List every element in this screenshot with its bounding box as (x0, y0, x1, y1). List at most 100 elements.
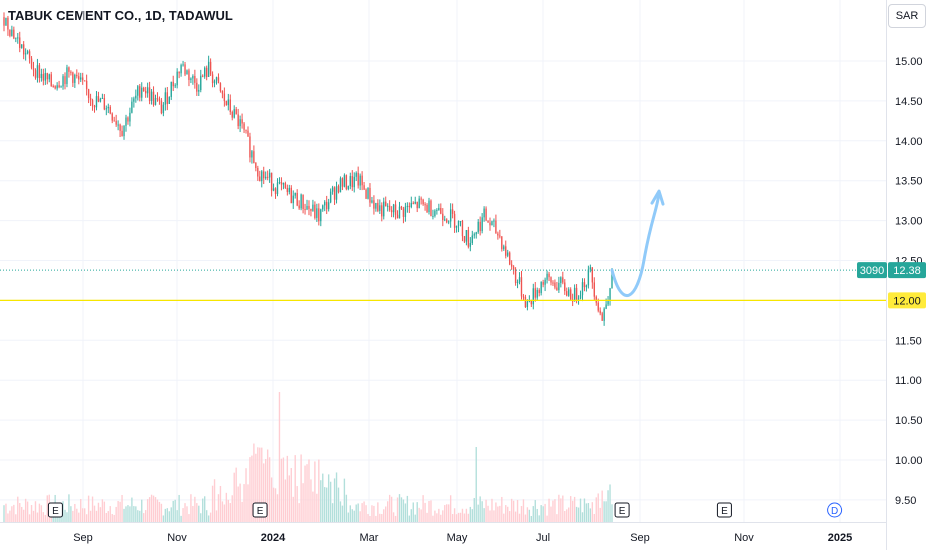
candle-body (172, 81, 174, 87)
x-tick-label: Nov (734, 532, 754, 544)
volume-bar (601, 490, 603, 522)
candle-body (595, 296, 597, 303)
volume-bar (453, 508, 456, 522)
volume-bar (483, 508, 485, 522)
candle-body (501, 236, 503, 250)
dividend-marker-icon[interactable]: D (827, 502, 843, 518)
candle-body (158, 99, 161, 101)
volume-bar (375, 515, 377, 522)
candle-body (591, 267, 594, 283)
volume-bar (219, 485, 222, 522)
x-tick-label: 2024 (261, 532, 286, 544)
candle-body (9, 29, 11, 36)
candle-body (300, 194, 302, 209)
volume-bar (184, 503, 186, 522)
x-tick-label: Sep (73, 532, 93, 544)
volume-bar (207, 515, 210, 522)
candle-body (377, 202, 379, 211)
volume-bar (446, 504, 448, 522)
currency-selector-button[interactable]: SAR (888, 4, 926, 28)
candle-body (558, 282, 560, 291)
candle-body (44, 73, 47, 81)
volume-bar (180, 515, 182, 522)
candle-body (227, 99, 229, 106)
volume-bar (404, 503, 407, 522)
volume-bar (512, 500, 515, 522)
candle-body (544, 279, 546, 285)
volume-bar (412, 502, 414, 522)
volume-bar (491, 498, 493, 522)
earnings-marker-icon[interactable]: E (252, 502, 268, 518)
candle-body (48, 74, 50, 80)
volume-bar (119, 501, 121, 522)
candle-body (463, 236, 466, 242)
earnings-marker-icon[interactable]: E (716, 502, 732, 518)
volume-bar (571, 500, 574, 522)
candle-body (562, 277, 564, 283)
y-tick-label: 10.50 (895, 415, 923, 427)
volume-bar (5, 503, 7, 522)
volume-bar (347, 512, 350, 522)
candle-body (13, 29, 15, 39)
candle-body (245, 129, 247, 131)
volume-bar (204, 496, 206, 522)
volume-bar (591, 502, 594, 522)
candle-body (369, 187, 371, 203)
candle-body (326, 201, 328, 210)
volume-bar (495, 502, 497, 522)
volume-bar (426, 512, 428, 522)
candle-body (184, 64, 186, 75)
candle-body (554, 282, 556, 288)
candle-body (70, 71, 72, 73)
volume-bar (499, 505, 501, 522)
volume-bar (241, 501, 243, 522)
volume-bar (211, 485, 214, 522)
volume-bar (70, 506, 72, 522)
candle-body (64, 76, 66, 84)
candle-body (546, 273, 548, 280)
volume-bar (152, 495, 155, 522)
projection-arrow (610, 191, 661, 297)
candle-body (22, 44, 25, 55)
candle-body (241, 119, 243, 124)
volume-bar (239, 483, 241, 522)
volume-bar (579, 498, 582, 522)
candle-body (400, 206, 403, 209)
candle-body (107, 106, 109, 109)
candle-body (471, 235, 473, 244)
volume-bar (487, 505, 489, 522)
candle-body (144, 90, 147, 94)
candle-body (176, 71, 178, 86)
candle-body (455, 225, 458, 228)
earnings-marker-icon[interactable]: E (47, 502, 63, 518)
candle-body (355, 172, 357, 177)
candle-body (249, 136, 251, 158)
candle-body (46, 73, 48, 80)
volume-bar (542, 506, 544, 522)
candle-body (26, 51, 29, 54)
candle-body (280, 182, 283, 185)
volume-bar (200, 513, 202, 522)
event-marker-label: E (721, 506, 728, 517)
volume-bar (532, 506, 534, 522)
volume-bar (583, 498, 586, 522)
earnings-marker-icon[interactable]: E (614, 502, 630, 518)
candle-body (550, 277, 552, 283)
candle-body (451, 209, 454, 214)
candle-body (412, 202, 414, 204)
candle-body (449, 209, 452, 222)
candle-body (247, 130, 249, 137)
candle-body (381, 205, 383, 217)
volume-bar (72, 510, 74, 522)
volume-bar (144, 510, 147, 522)
volume-bar (556, 514, 558, 522)
volume-bar (83, 508, 86, 522)
volume-bar (282, 457, 285, 522)
volume-bar (353, 510, 355, 522)
volume-bar (205, 510, 208, 522)
volume-bar (573, 496, 576, 522)
candle-body (420, 198, 422, 200)
volume-bar (62, 501, 64, 522)
